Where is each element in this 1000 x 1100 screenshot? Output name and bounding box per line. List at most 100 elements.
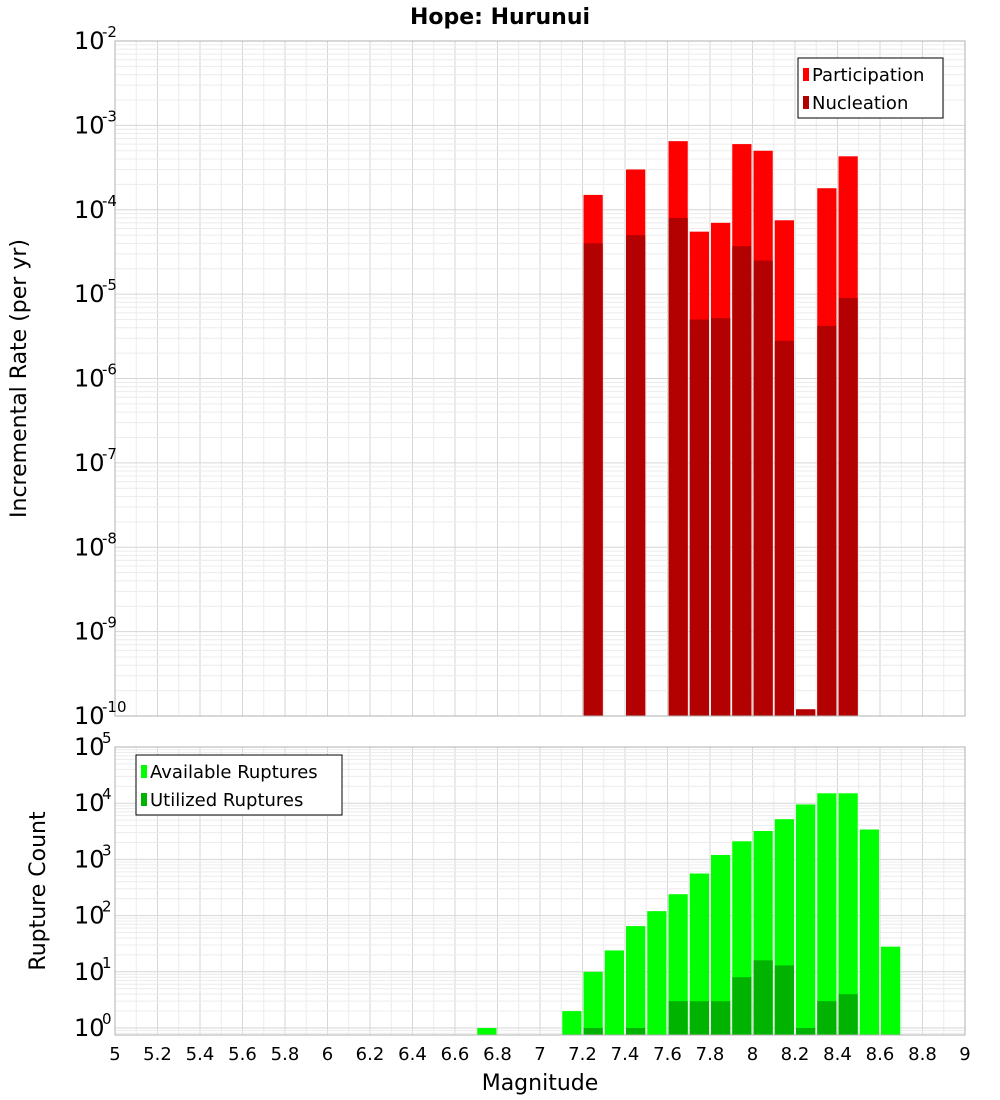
x-tick-label: 6.6 (441, 1044, 470, 1065)
x-tick-label: 5.2 (143, 1044, 172, 1065)
rate-y-tick-exponent: -9 (102, 614, 117, 632)
utilized-bar (817, 1001, 837, 1035)
nucleation-bar (668, 217, 688, 716)
rate-y-tick-exponent: -8 (102, 529, 117, 547)
x-tick-label: 6 (322, 1044, 333, 1065)
count-legend-box (135, 754, 343, 816)
available-bar (838, 793, 858, 1035)
rate-y-tick-exponent: -2 (102, 23, 117, 41)
rate-y-tick-label: 10 (74, 533, 105, 561)
rate-bars (583, 141, 858, 717)
x-tick-labels: 5 5.2 5.4 5.6 5.8 6 6.2 6.4 6.6 6.8 7 7.2 7.4 7.6 7.8 8… (109, 1044, 970, 1065)
rate-y-tick-exponent: -3 (102, 107, 117, 125)
count-y-axis-label: Rupture Count (26, 811, 51, 971)
count-y-tick-exponent: 0 (102, 1010, 112, 1028)
rate-y-tick-exponent: -6 (102, 361, 117, 379)
nucleation-bar (732, 246, 752, 716)
utilized-bar (689, 1001, 709, 1035)
rate-grid (114, 41, 966, 717)
rate-y-tick-label: 10 (74, 702, 105, 730)
utilized-bar (732, 977, 752, 1035)
available-bar (477, 1027, 497, 1035)
legend-label-available: Available Ruptures (150, 762, 318, 783)
rate-y-tick-exponent: -4 (102, 192, 117, 210)
x-tick-label: 8.2 (781, 1044, 810, 1065)
available-bar (881, 946, 901, 1035)
x-tick-label: 7 (534, 1044, 545, 1065)
nucleation-bar (838, 297, 858, 716)
available-bar (859, 829, 879, 1035)
available-bar (711, 854, 731, 1035)
count-plot-frame (114, 746, 966, 1036)
count-legend: Available Ruptures Utilized Ruptures (135, 754, 343, 816)
available-bar (583, 971, 603, 1035)
available-bar (689, 873, 709, 1035)
nucleation-bar (796, 709, 816, 716)
rate-y-tick-label: 10 (74, 196, 105, 224)
rate-y-tick-label: 10 (74, 449, 105, 477)
count-y-tick-exponent: 3 (102, 841, 112, 859)
count-y-tick-label: 10 (74, 1014, 105, 1042)
x-axis-label: Magnitude (482, 1071, 599, 1096)
available-bar (626, 926, 646, 1035)
count-y-tick-label: 10 (74, 789, 105, 817)
x-tick-label: 5.4 (186, 1044, 215, 1065)
x-tick-label: 5.6 (228, 1044, 257, 1065)
available-bar (796, 804, 816, 1035)
x-tick-label: 6.4 (398, 1044, 427, 1065)
nucleation-bar (774, 340, 794, 716)
nucleation-bar (626, 235, 646, 716)
rate-plot-frame (114, 40, 966, 717)
nucleation-bar (753, 260, 773, 716)
legend-label-participation: Participation (812, 65, 924, 86)
count-y-tick-exponent: 4 (102, 785, 112, 803)
x-tick-label: 6.8 (483, 1044, 512, 1065)
utilized-bar (583, 1027, 603, 1035)
legend-label-utilized: Utilized Ruptures (150, 790, 303, 811)
nucleation-bar (583, 243, 603, 717)
chart-title: Hope: Hurunui (410, 5, 590, 30)
count-y-tick-exponent: 1 (102, 954, 112, 972)
available-bar (668, 894, 688, 1035)
available-bar (647, 911, 667, 1035)
count-y-tick-label: 10 (74, 845, 105, 873)
x-tick-label: 5 (109, 1044, 120, 1065)
utilized-bar (668, 1001, 688, 1035)
rate-y-tick-label: 10 (74, 111, 105, 139)
x-tick-label: 5.8 (271, 1044, 300, 1065)
x-tick-label: 7.2 (568, 1044, 597, 1065)
x-tick-label: 8.6 (866, 1044, 895, 1065)
utilized-bar (796, 1027, 816, 1035)
count-y-tick-exponent: 5 (102, 729, 112, 747)
rate-y-tick-exponent: -10 (102, 698, 127, 716)
legend-swatch-participation (803, 68, 809, 81)
legend-swatch-available (141, 765, 147, 778)
legend-swatch-nucleation (803, 96, 809, 109)
count-y-tick-label: 10 (74, 733, 105, 761)
rate-legend-box (797, 57, 944, 119)
x-tick-label: 7.4 (611, 1044, 640, 1065)
nucleation-bar (711, 318, 731, 716)
count-bars (477, 793, 901, 1035)
utilized-bar (838, 994, 858, 1035)
rate-y-tick-label: 10 (74, 618, 105, 646)
rate-y-tick-exponent: -5 (102, 276, 117, 294)
legend-label-nucleation: Nucleation (812, 93, 908, 114)
count-y-tick-label: 10 (74, 958, 105, 986)
rate-y-axis-label: Incremental Rate (per yr) (7, 239, 32, 518)
rate-y-tick-label: 10 (74, 27, 105, 55)
available-bar (817, 793, 837, 1035)
x-tick-label: 9 (959, 1044, 970, 1065)
rate-legend: Participation Nucleation (797, 57, 944, 119)
utilized-bar (626, 1027, 646, 1035)
rate-y-tick-label: 10 (74, 365, 105, 393)
rate-y-tick-exponent: -7 (102, 445, 117, 463)
available-bar (604, 950, 624, 1035)
x-tick-label: 8.4 (823, 1044, 852, 1065)
nucleation-bar (689, 319, 709, 716)
x-tick-label: 6.2 (356, 1044, 385, 1065)
